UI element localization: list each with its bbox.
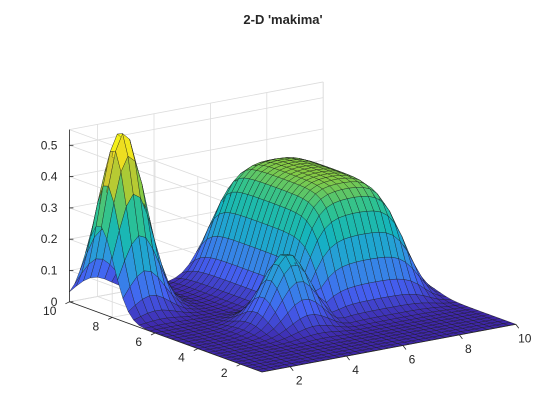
chart-title: 2-D 'makima' xyxy=(243,12,322,27)
x-tick-label: 4 xyxy=(352,363,359,377)
y-tick-label: 6 xyxy=(135,335,142,349)
grid-line xyxy=(69,97,324,146)
x-tick-label: 6 xyxy=(409,353,416,367)
y-tick-label: 4 xyxy=(178,351,185,365)
y-tick-mark xyxy=(236,363,241,367)
z-tick-label: 0.1 xyxy=(41,264,58,278)
x-tick-label: 8 xyxy=(465,342,472,356)
z-tick-label: 0.5 xyxy=(41,138,58,152)
x-tick-mark xyxy=(346,355,350,361)
z-tick-label: 0 xyxy=(51,295,58,309)
surface-mesh xyxy=(69,133,516,373)
x-tick-mark xyxy=(515,324,520,329)
y-tick-label: 8 xyxy=(93,319,100,333)
y-tick-label: 2 xyxy=(221,366,228,380)
y-tick-mark xyxy=(150,332,156,336)
x-tick-mark xyxy=(289,366,294,371)
y-axis-line xyxy=(69,301,263,373)
z-tick-label: 0.2 xyxy=(41,232,58,246)
y-tick-label: 10 xyxy=(43,304,57,318)
x-tick-mark xyxy=(402,345,407,350)
z-tick-label: 0.4 xyxy=(41,170,58,184)
x-tick-label: 10 xyxy=(518,331,532,345)
x-tick-mark xyxy=(459,334,463,340)
y-tick-mark xyxy=(65,301,70,305)
y-tick-mark xyxy=(193,348,198,351)
x-tick-label: 2 xyxy=(296,374,303,388)
x-axis-line xyxy=(261,323,516,373)
y-tick-mark xyxy=(108,317,113,320)
z-tick-label: 0.3 xyxy=(41,201,58,215)
grid-line xyxy=(69,81,324,131)
